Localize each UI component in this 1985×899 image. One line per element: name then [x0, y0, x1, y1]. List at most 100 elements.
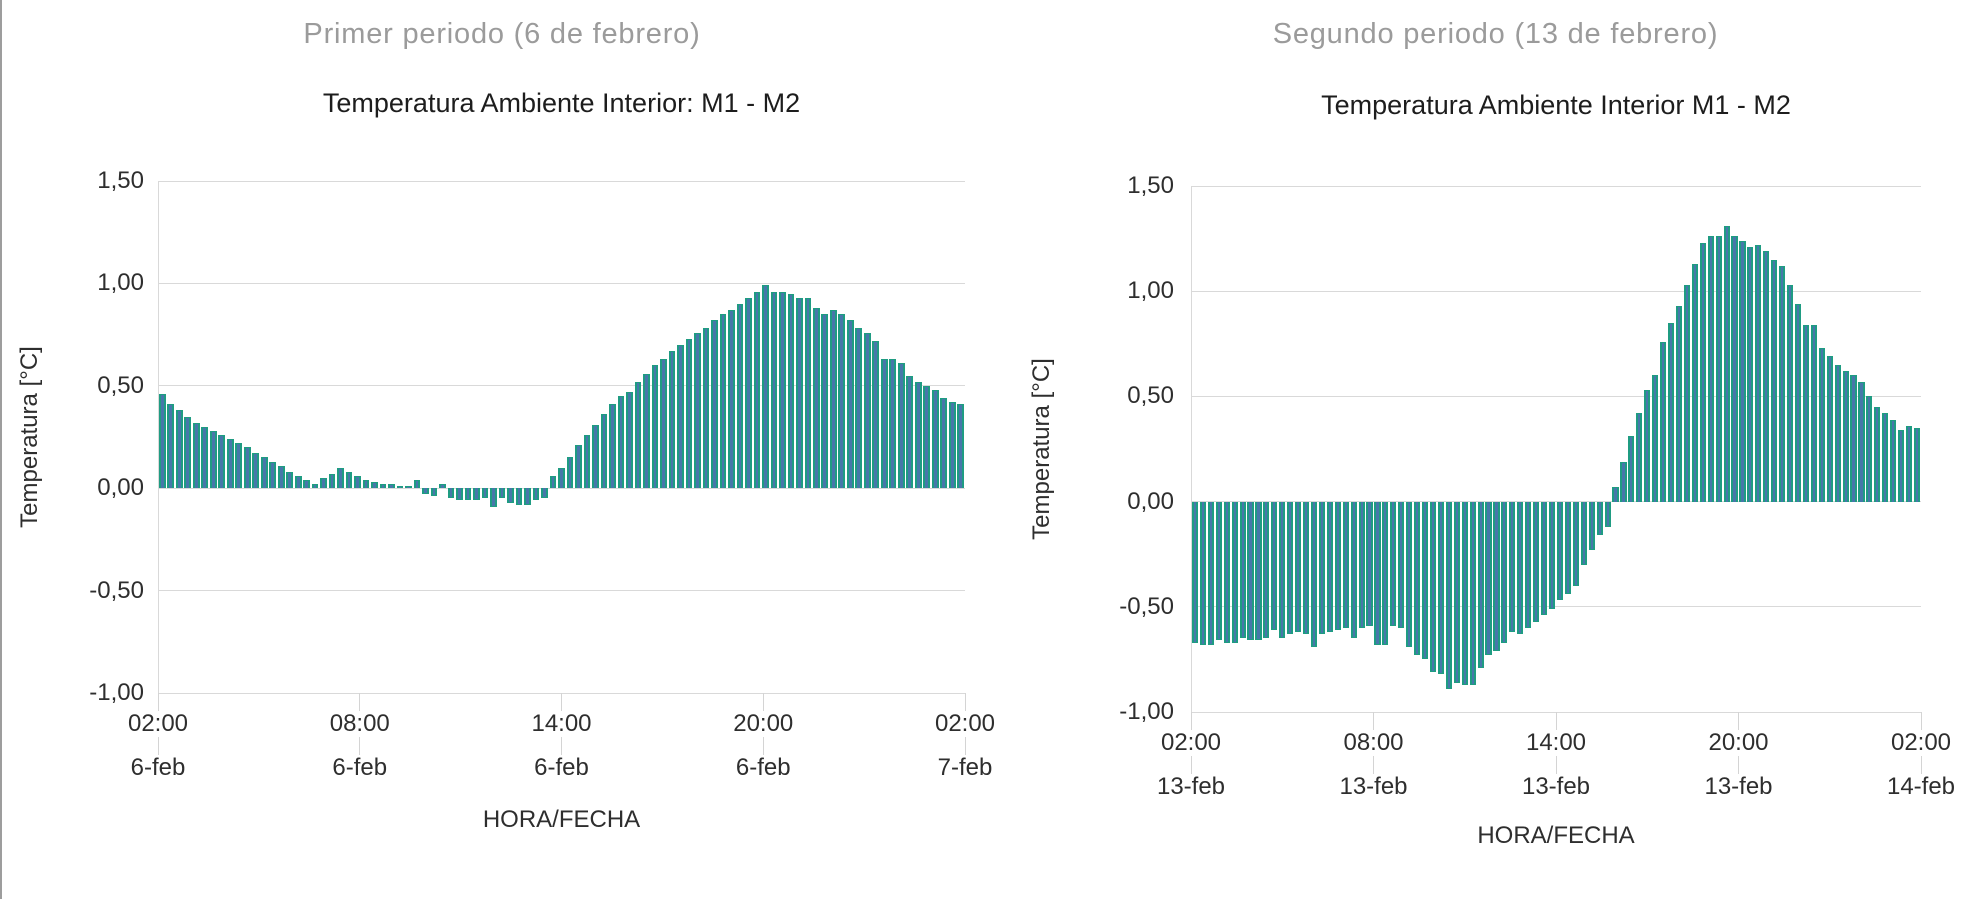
bar — [779, 291, 786, 489]
bar — [1310, 501, 1318, 647]
bar — [914, 381, 922, 489]
bar — [1223, 501, 1230, 643]
bar — [651, 365, 659, 489]
gridline — [1191, 606, 1921, 608]
bar — [1263, 501, 1270, 639]
bar — [354, 475, 361, 489]
chart-panel-segundo-periodo: Segundo periodo (13 de febrero) Temperat… — [1006, 0, 1985, 899]
bar — [728, 310, 735, 489]
bar — [1247, 501, 1254, 641]
bar — [787, 293, 795, 489]
bar — [1414, 501, 1421, 656]
x-tick-date-label: 6-feb — [531, 755, 592, 781]
bar — [158, 393, 166, 489]
bar — [583, 434, 591, 489]
gridline — [1191, 395, 1921, 397]
x-tick-date-label: 6-feb — [732, 755, 794, 781]
bar — [1787, 284, 1794, 502]
bar — [320, 477, 327, 489]
bar — [1437, 501, 1444, 675]
y-axis-tick-labels: 1,50 1,00 0,50 0,00 -0,50 -1,00 — [1006, 173, 1174, 725]
bar — [1501, 501, 1508, 643]
bar — [566, 457, 574, 489]
bar — [1572, 501, 1579, 586]
bar — [362, 480, 370, 489]
gridline — [1191, 501, 1921, 503]
bar — [1485, 501, 1492, 656]
bar — [277, 465, 285, 489]
bar — [447, 488, 455, 499]
bar — [880, 359, 888, 489]
bar — [1295, 501, 1302, 633]
bar — [1199, 501, 1206, 645]
bar — [371, 482, 378, 489]
bar — [592, 424, 599, 489]
bar — [524, 488, 531, 505]
bar — [711, 320, 718, 489]
bar — [1231, 501, 1238, 643]
bar — [464, 488, 472, 501]
bar — [897, 363, 905, 489]
bar — [855, 328, 863, 489]
chart-title: Temperatura Ambiente Interior: M1 - M2 — [322, 88, 801, 118]
bar — [388, 484, 395, 489]
bar — [1469, 501, 1476, 685]
bar — [1525, 501, 1532, 628]
bar — [804, 297, 812, 489]
x-tick-time-label: 14:00 — [1522, 730, 1590, 756]
bar — [405, 486, 412, 489]
bar — [456, 488, 463, 501]
bar — [541, 488, 548, 499]
bar — [294, 475, 302, 489]
bar — [1850, 375, 1857, 502]
bar — [1699, 242, 1706, 502]
bar — [1636, 413, 1643, 502]
x-tick-date-label: 6-feb — [329, 755, 391, 781]
x-tick-time-label: 02:00 — [1157, 730, 1225, 756]
y-axis-tick-labels: 1,50 1,00 0,50 0,00 -0,50 -1,00 — [0, 168, 144, 706]
bar — [762, 285, 769, 489]
gridline — [158, 180, 965, 182]
gridline — [1191, 185, 1921, 187]
bar — [235, 443, 243, 489]
bar — [677, 344, 684, 489]
bar — [1691, 263, 1698, 502]
bar — [1350, 501, 1357, 639]
bar — [226, 439, 234, 489]
bar — [184, 416, 192, 489]
bar — [1739, 240, 1746, 502]
bar — [175, 410, 183, 489]
bar — [192, 422, 200, 489]
bar — [1882, 413, 1889, 502]
bar — [863, 332, 871, 489]
bar — [1874, 406, 1881, 502]
x-tick-time-label: 08:00 — [1340, 730, 1407, 756]
y-tick-label: 1,00 — [1127, 277, 1174, 305]
gridline — [158, 590, 965, 592]
bar — [1342, 501, 1349, 628]
bar — [1533, 501, 1540, 622]
bar — [260, 457, 268, 489]
x-axis-title: HORA/FECHA — [482, 806, 641, 833]
bar — [286, 471, 293, 489]
bar — [515, 488, 523, 505]
bar — [1763, 251, 1770, 502]
bar — [1318, 501, 1325, 635]
x-tick-time-label: 02:00 — [124, 711, 192, 737]
bar — [1834, 364, 1841, 502]
bar — [617, 396, 625, 489]
bar — [753, 291, 761, 489]
x-tick-time-label: 14:00 — [528, 711, 595, 737]
x-tick-time-label: 02:00 — [931, 711, 999, 737]
chart-panel-primer-periodo: Primer periodo (6 de febrero) Temperatur… — [0, 18, 999, 833]
bar — [770, 291, 778, 489]
period-header: Primer periodo (6 de febrero) — [303, 18, 701, 50]
bar — [1898, 430, 1905, 502]
x-tick-date-label: 13-feb — [1701, 774, 1776, 800]
bar — [1429, 501, 1437, 673]
bar — [1215, 501, 1222, 641]
bar — [422, 488, 429, 495]
bar — [1302, 501, 1310, 635]
gridline — [158, 487, 965, 489]
bar — [906, 375, 914, 489]
